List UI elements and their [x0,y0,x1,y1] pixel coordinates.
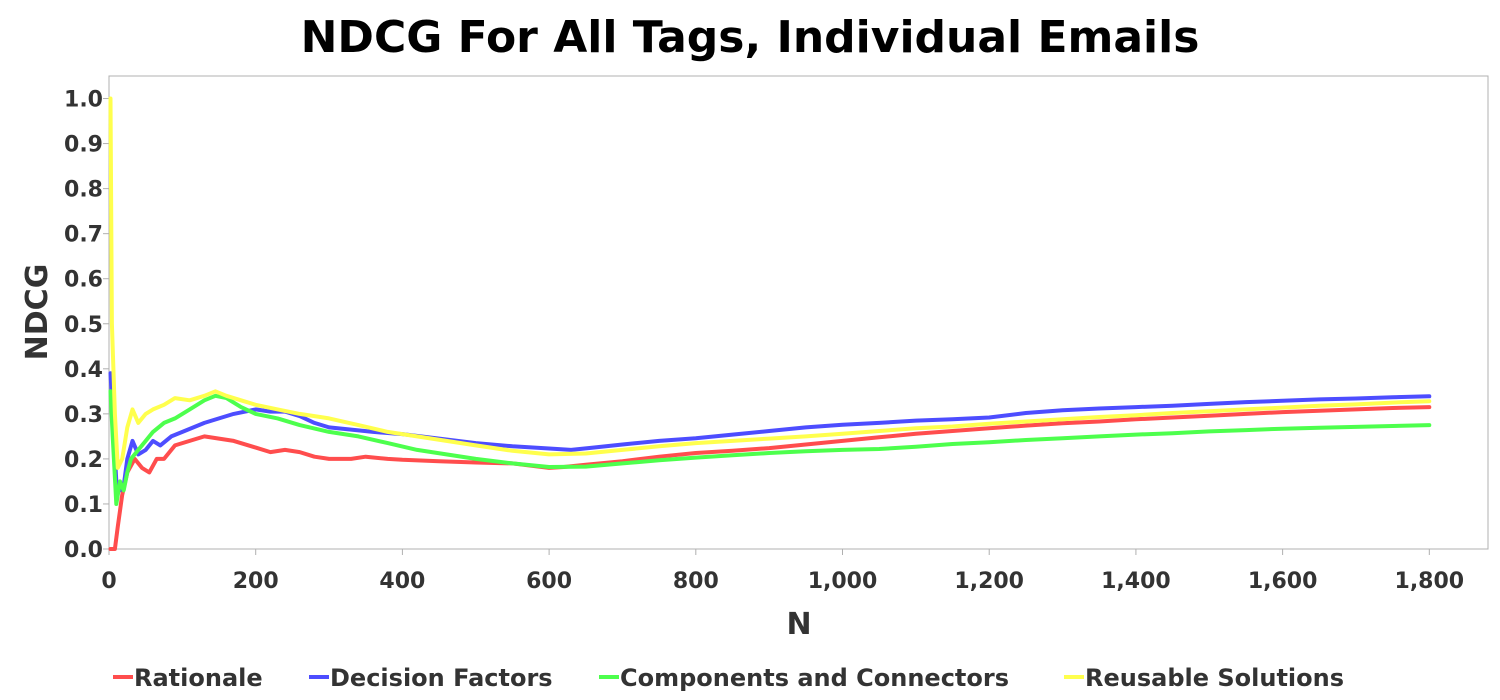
plot-area-frame [108,75,1489,550]
legend-item-reusable-solutions[interactable]: Reusable Solutions [1064,664,1344,692]
x-tick-label: 0 [101,569,116,594]
y-tick-label: 0.7 [64,223,103,248]
y-tick-label: 0.9 [64,133,103,158]
x-axis-ticks: 0 200 400 600 800 1,000 1,200 1,400 1,600 1,800 [101,549,1464,594]
x-tick-label: 200 [233,569,279,594]
x-tick-label: 1,800 [1395,569,1465,594]
y-axis-title: NDCG [20,264,55,361]
x-tick-label: 1,400 [1101,569,1171,594]
y-tick-label: 0.6 [64,268,103,293]
legend: Rationale Decision Factors Components and … [113,664,1344,692]
x-axis-title: N [786,607,811,642]
y-tick-label: 1.0 [64,88,103,113]
series-lines [108,96,1432,551]
x-tick-label: 800 [673,569,719,594]
legend-label: Decision Factors [330,664,553,692]
x-tick-label: 600 [526,569,572,594]
x-tick-label: 1,600 [1248,569,1318,594]
legend-label: Reusable Solutions [1085,664,1344,692]
legend-label: Rationale [134,664,263,692]
y-tick-label: 0.8 [64,178,103,203]
legend-label: Components and Connectors [620,664,1009,692]
series-line-components-and-connectors [108,389,1432,506]
y-tick-label: 0.4 [64,358,103,383]
legend-item-rationale[interactable]: Rationale [113,664,263,692]
legend-item-decision-factors[interactable]: Decision Factors [309,664,553,692]
y-tick-label: 0.0 [64,538,103,563]
y-tick-label: 0.3 [64,403,103,428]
legend-item-components-and-connectors[interactable]: Components and Connectors [599,664,1009,692]
x-tick-label: 1,000 [808,569,878,594]
y-tick-label: 0.5 [64,313,103,338]
x-tick-label: 400 [379,569,425,594]
series-line-decision-factors [108,371,1432,493]
y-axis-ticks: 0.0 0.1 0.2 0.3 0.4 0.5 0.6 0.7 0.8 0.9 1.0 [64,88,109,563]
x-tick-label: 1,200 [954,569,1024,594]
chart-title: NDCG For All Tags, Individual Emails [301,12,1200,63]
y-tick-label: 0.2 [64,448,103,473]
series-line-reusable-solutions [108,96,1432,470]
y-tick-label: 0.1 [64,493,103,518]
